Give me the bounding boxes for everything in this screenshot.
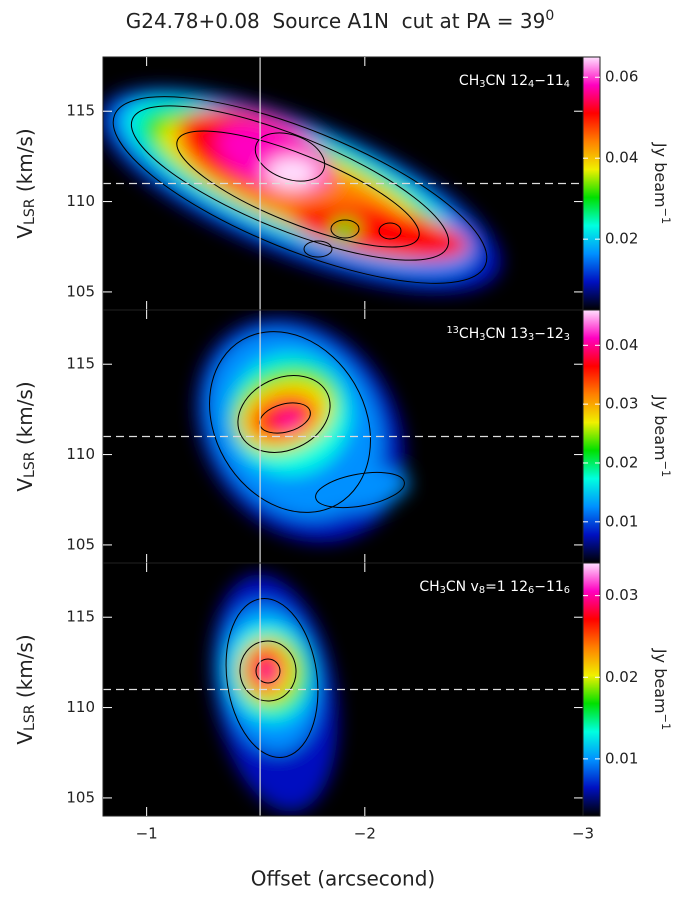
y-axis-label-part: (km/s) [13, 128, 37, 198]
y-axis-label-part: (km/s) [13, 381, 37, 451]
contour [176, 130, 420, 248]
annotation-part: CH [419, 579, 439, 595]
colorbar-tick-label: 0.01 [605, 749, 638, 767]
y-axis-label-part: LSR [22, 451, 38, 478]
y-axis-label-part: LSR [22, 704, 38, 731]
annotation-part: CN 12 [485, 73, 528, 89]
emission [103, 310, 583, 563]
annotation-part: CN 13 [485, 326, 528, 342]
x-axis-label: Offset (arcsecond) [251, 867, 435, 891]
y-tick-label: 115 [66, 355, 95, 373]
annotation-part: 4 [564, 79, 570, 90]
emission-blob [310, 468, 410, 512]
y-axis-label-part: (km/s) [13, 634, 37, 704]
contour [303, 240, 333, 258]
y-tick-label: 110 [66, 192, 95, 210]
emission-blob [266, 157, 318, 189]
emission-blob [378, 222, 402, 240]
annotation-part: =1 12 [485, 579, 528, 595]
y-tick-label: 115 [66, 608, 95, 626]
emission-blob [260, 665, 276, 681]
y-tick-label: 105 [66, 282, 95, 300]
emission-image [103, 87, 501, 293]
annotation-part: 6 [564, 585, 570, 596]
colorbar-label-part: −1 [659, 208, 672, 225]
colorbar [582, 309, 601, 564]
y-axis-label: VLSR (km/s) [13, 381, 39, 491]
y-axis-label: VLSR (km/s) [13, 634, 39, 744]
annotation-part: 3 [564, 332, 570, 343]
contour [255, 658, 281, 684]
y-axis-label-part: V [13, 731, 37, 745]
y-tick-label: 105 [66, 788, 95, 806]
annotation-part: 6 [528, 585, 534, 596]
annotation-part: 3 [440, 585, 446, 596]
annotation-part: 4 [528, 79, 534, 90]
colorbar-label-part: −1 [659, 461, 672, 478]
contour [378, 222, 402, 240]
chart-title-part: G24.78+0.08 Source A1N cut at PA = 39 [126, 9, 546, 33]
colorbar-tick-label: 0.01 [605, 512, 638, 530]
contour [330, 219, 360, 239]
colorbar-label-part: Jy beam [652, 648, 671, 714]
y-axis-label: VLSR (km/s) [13, 128, 39, 238]
emission-blob [278, 414, 302, 430]
y-tick-label: 110 [66, 698, 95, 716]
colorbar-label: Jy beam−1 [652, 648, 672, 730]
annotation-part: −11 [534, 579, 564, 595]
y-tick-label: 115 [66, 102, 95, 120]
annotation: CH3CN 124−114 [459, 73, 570, 90]
chart-title: G24.78+0.08 Source A1N cut at PA = 390 [126, 8, 555, 33]
annotation-part: 3 [528, 332, 534, 343]
y-axis-label-part: LSR [22, 198, 38, 225]
colorbar-tick-label: 0.02 [605, 230, 638, 248]
annotation-part: 3 [479, 332, 485, 343]
contour [237, 375, 331, 453]
contour [112, 96, 488, 284]
contour [254, 132, 326, 182]
colorbar-tick-label: 0.02 [605, 668, 638, 686]
y-tick-label: 105 [66, 535, 95, 553]
colorbar-label: Jy beam−1 [652, 395, 672, 477]
emission [103, 563, 583, 816]
contour [209, 331, 371, 513]
contour [239, 640, 297, 702]
annotation-part: −12 [534, 326, 564, 342]
y-axis-label-part: V [13, 478, 37, 492]
y-axis-label-part: V [13, 225, 37, 239]
emission-blob [331, 219, 359, 239]
colorbar-tick-label: 0.03 [605, 395, 638, 413]
colorbar-tick-label: 0.06 [605, 68, 638, 86]
annotation: 13CH3CN 133−123 [446, 325, 570, 344]
chart-title-part: 0 [545, 8, 554, 24]
annotation-part: 13 [446, 325, 458, 336]
colorbar-label-part: Jy beam [652, 142, 671, 208]
x-tick-label: −1 [136, 825, 158, 843]
annotation-part: CH [459, 326, 479, 342]
y-tick-label: 110 [66, 445, 95, 463]
annotation-part: CH [459, 73, 479, 89]
colorbar [582, 562, 601, 817]
colorbar-tick-label: 0.03 [605, 586, 638, 604]
colorbar-tick-label: 0.02 [605, 453, 638, 471]
x-tick-label: −3 [572, 825, 594, 843]
contour [225, 598, 319, 758]
annotation: CH3CN v8=1 126−116 [419, 579, 570, 596]
colorbar-label-part: −1 [659, 714, 672, 731]
emission [103, 57, 583, 310]
colorbar [582, 56, 601, 311]
annotation-part: 3 [479, 79, 485, 90]
contour [130, 105, 450, 261]
colorbar-label: Jy beam−1 [652, 142, 672, 224]
colorbar-tick-label: 0.04 [605, 336, 638, 354]
annotation-part: −11 [534, 73, 564, 89]
annotation-part: 8 [479, 585, 485, 596]
x-tick-label: −2 [354, 825, 376, 843]
annotation-part: CN v [446, 579, 479, 595]
colorbar-label-part: Jy beam [652, 395, 671, 461]
contour [315, 471, 405, 509]
colorbar-tick-label: 0.04 [605, 149, 638, 167]
